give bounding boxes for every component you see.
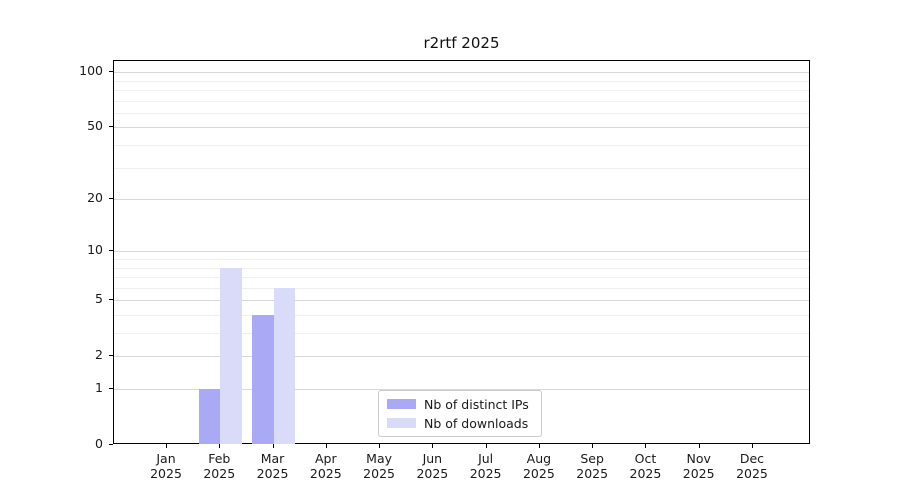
x-tick-label: May 2025 bbox=[363, 451, 395, 481]
legend-label-downloads: Nb of downloads bbox=[424, 415, 529, 431]
x-tick-mark bbox=[432, 444, 434, 448]
legend: Nb of distinct IPs Nb of downloads bbox=[378, 390, 542, 437]
gridline-minor bbox=[114, 267, 809, 269]
x-tick-label: Oct 2025 bbox=[629, 451, 662, 481]
gridline-major bbox=[114, 356, 809, 358]
x-tick-label: Apr 2025 bbox=[309, 451, 342, 481]
x-tick-label: Jan 2025 bbox=[150, 451, 182, 481]
gridline-minor bbox=[114, 277, 809, 279]
bar-feb-downloads bbox=[220, 267, 242, 444]
bar-mar-downloads bbox=[273, 287, 295, 444]
gridline-minor bbox=[114, 258, 809, 260]
bar-mar-distinct-ips bbox=[252, 314, 274, 444]
x-tick-mark bbox=[325, 444, 327, 448]
gridline-minor bbox=[114, 333, 809, 334]
gridline-minor bbox=[114, 80, 809, 82]
legend-label-distinct-ips: Nb of distinct IPs bbox=[424, 396, 529, 412]
x-tick-mark bbox=[219, 444, 221, 448]
gridline-minor bbox=[114, 112, 809, 114]
chart-title: r2rtf 2025 bbox=[423, 34, 500, 52]
y-tick-label: 50 bbox=[87, 118, 103, 134]
y-tick-mark bbox=[109, 126, 113, 128]
x-tick-label: Jun 2025 bbox=[416, 451, 449, 481]
y-tick-label: 2 bbox=[95, 347, 103, 363]
y-tick-mark bbox=[109, 299, 113, 301]
x-tick-mark bbox=[592, 444, 594, 448]
legend-swatch-distinct-ips-icon bbox=[387, 399, 416, 409]
legend-swatch-downloads-icon bbox=[387, 418, 416, 428]
gridline-major bbox=[114, 127, 809, 129]
gridline-minor bbox=[114, 314, 809, 316]
gridline-minor bbox=[114, 90, 809, 91]
y-tick-mark bbox=[109, 444, 113, 445]
x-tick-label: Nov 2025 bbox=[682, 451, 715, 481]
x-tick-mark bbox=[751, 444, 753, 448]
gridline-major bbox=[114, 199, 809, 201]
y-tick-label: 0 bbox=[95, 436, 103, 451]
y-tick-label: 5 bbox=[95, 291, 103, 307]
x-tick-label: Feb 2025 bbox=[203, 451, 236, 481]
y-tick-label: 100 bbox=[79, 63, 103, 79]
x-tick-mark bbox=[485, 444, 487, 448]
x-tick-label: Sep 2025 bbox=[576, 451, 609, 481]
gridline-major bbox=[114, 72, 809, 74]
gridline-major bbox=[114, 389, 809, 390]
y-tick-mark bbox=[109, 388, 113, 389]
x-tick-label: Mar 2025 bbox=[256, 451, 289, 481]
x-tick-label: Jul 2025 bbox=[469, 451, 502, 481]
gridline-major bbox=[114, 300, 809, 302]
y-tick-mark bbox=[109, 355, 113, 357]
y-tick-label: 20 bbox=[87, 190, 103, 206]
legend-entry-distinct-ips: Nb of distinct IPs bbox=[387, 396, 533, 412]
gridline-minor bbox=[114, 287, 809, 289]
x-tick-mark bbox=[645, 444, 647, 448]
gridline-minor bbox=[114, 100, 809, 102]
bar-feb-distinct-ips bbox=[198, 389, 221, 444]
y-tick-label: 1 bbox=[95, 380, 103, 395]
gridline-major bbox=[114, 251, 809, 253]
y-tick-label: 10 bbox=[87, 242, 103, 258]
x-tick-mark bbox=[166, 444, 167, 448]
x-tick-mark bbox=[379, 444, 381, 448]
y-tick-mark bbox=[109, 71, 113, 73]
x-tick-label: Dec 2025 bbox=[736, 451, 768, 481]
gridline-minor bbox=[114, 145, 809, 146]
x-tick-mark bbox=[538, 444, 540, 448]
legend-entry-downloads: Nb of downloads bbox=[387, 415, 533, 431]
y-tick-mark bbox=[109, 250, 113, 252]
plot-area bbox=[113, 60, 810, 444]
x-tick-mark bbox=[698, 444, 700, 448]
gridline-minor bbox=[114, 167, 809, 169]
x-tick-label: Aug 2025 bbox=[522, 451, 555, 481]
x-tick-mark bbox=[272, 444, 274, 448]
y-tick-mark bbox=[109, 198, 113, 200]
